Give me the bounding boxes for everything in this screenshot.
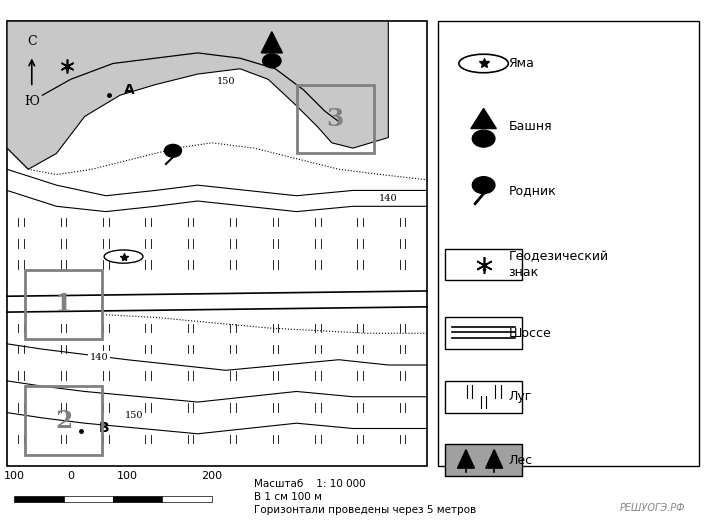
Text: 2: 2: [55, 408, 72, 433]
Text: Башня: Башня: [508, 121, 552, 133]
Bar: [438, 21, 699, 466]
Text: Шоссе: Шоссе: [508, 327, 551, 340]
Ellipse shape: [459, 54, 508, 72]
Circle shape: [263, 54, 281, 68]
Text: Лес: Лес: [508, 454, 532, 467]
Polygon shape: [261, 32, 282, 53]
Text: 150: 150: [217, 77, 235, 87]
Ellipse shape: [104, 250, 143, 263]
Text: 0: 0: [67, 471, 74, 481]
Text: В 1 см 100 м: В 1 см 100 м: [254, 492, 322, 502]
Text: Геодезический
знак: Геодезический знак: [508, 250, 609, 279]
Bar: [445, 317, 522, 349]
Text: Горизонтали проведены через 5 метров: Горизонтали проведены через 5 метров: [254, 506, 477, 515]
Bar: [25, 386, 102, 455]
Circle shape: [472, 130, 495, 147]
Bar: [445, 381, 522, 413]
Text: Масштаб    1: 10 000: Масштаб 1: 10 000: [254, 479, 366, 489]
Text: РЕШУОГЭ.РФ: РЕШУОГЭ.РФ: [619, 503, 685, 513]
Bar: [7, 21, 427, 466]
Circle shape: [472, 177, 495, 194]
Bar: [162, 496, 212, 502]
Text: 100: 100: [4, 471, 25, 481]
Text: 140: 140: [90, 352, 108, 362]
Polygon shape: [457, 450, 474, 468]
Text: B: B: [99, 422, 109, 435]
Text: A: A: [124, 83, 134, 97]
Polygon shape: [471, 108, 496, 129]
Bar: [297, 85, 374, 153]
Text: 100: 100: [116, 471, 138, 481]
Bar: [445, 249, 522, 280]
Text: 140: 140: [379, 194, 397, 203]
Text: 3: 3: [327, 107, 344, 131]
Text: Ю: Ю: [24, 95, 40, 108]
Polygon shape: [7, 21, 388, 169]
Text: Родник: Родник: [508, 184, 556, 197]
Polygon shape: [486, 450, 503, 468]
Text: 1: 1: [55, 292, 72, 316]
Bar: [113, 496, 162, 502]
Text: 200: 200: [201, 471, 222, 481]
Bar: [445, 444, 522, 476]
Bar: [14, 496, 64, 502]
Text: Яма: Яма: [508, 57, 534, 70]
Bar: [25, 270, 102, 339]
Text: 150: 150: [125, 411, 143, 420]
Text: С: С: [27, 34, 37, 48]
Bar: [64, 496, 113, 502]
Text: Луг: Луг: [508, 390, 532, 403]
Circle shape: [164, 144, 181, 157]
